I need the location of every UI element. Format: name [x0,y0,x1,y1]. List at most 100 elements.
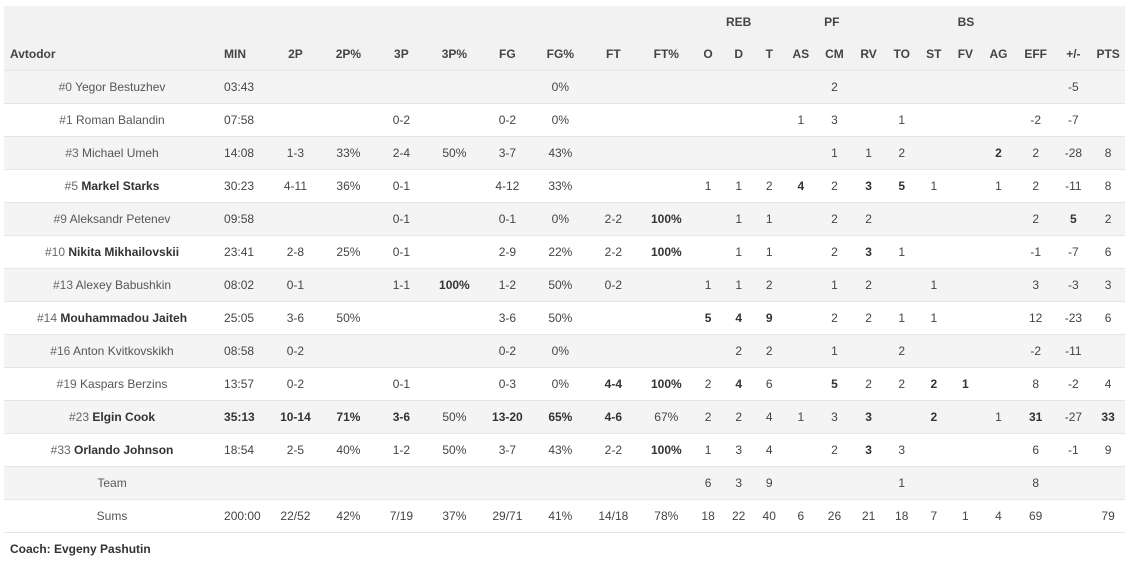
stat-cell-fg: 0-2 [481,104,534,137]
player-name-cell[interactable]: #33 Orlando Johnson [4,434,220,467]
stat-cell-: -2 [1056,368,1092,401]
column-header-as[interactable]: AS [785,38,818,71]
column-header-fv[interactable]: FV [950,38,982,71]
player-name-cell[interactable]: #0 Yegor Bestuzhev [4,71,220,104]
stat-cell-fg: 0% [534,71,587,104]
player-name-cell[interactable]: #1 Roman Balandin [4,104,220,137]
stat-cell-st [918,203,950,236]
player-name-cell[interactable]: #9 Aleksandr Petenev [4,203,220,236]
player-name-cell[interactable]: Team [4,467,220,500]
column-header-o[interactable]: O [693,38,724,71]
stat-cell-fv [950,302,982,335]
stat-cell-cm: 2 [817,302,852,335]
player-name-cell[interactable]: #13 Alexey Babushkin [4,269,220,302]
stat-cell-3p [428,302,481,335]
stat-cell-ft: 100% [640,203,693,236]
stat-cell-st: 2 [918,401,950,434]
column-header-ft[interactable]: FT [587,38,640,71]
player-name-cell[interactable]: #19 Kaspars Berzins [4,368,220,401]
stat-cell-fg: 29/71 [481,500,534,533]
player-name-cell[interactable]: #10 Nikita Mikhailovskii [4,236,220,269]
stat-cell- [1056,467,1092,500]
stat-cell-d: 3 [723,434,754,467]
stat-cell-2p [322,335,375,368]
player-name: Michael Umeh [82,146,159,160]
stat-cell-2p [322,203,375,236]
stat-cell-3p: 1-1 [375,269,428,302]
stat-cell-pts [1091,104,1125,137]
column-header-2p[interactable]: 2P [269,38,322,71]
stat-cell-ag: 1 [981,170,1016,203]
player-name-cell[interactable]: #5 Markel Starks [4,170,220,203]
column-header-3p[interactable]: 3P% [428,38,481,71]
column-header-t[interactable]: T [754,38,785,71]
stat-cell-ft [587,137,640,170]
stat-cell-o: 2 [693,401,724,434]
team-name-header[interactable]: Avtodor [4,38,220,71]
stat-cell-ag [981,236,1016,269]
stat-cell-d: 2 [723,335,754,368]
stat-cell-as: 4 [785,170,818,203]
player-name-cell[interactable]: #3 Michael Umeh [4,137,220,170]
stat-cell-d: 1 [723,170,754,203]
column-header-fg[interactable]: FG% [534,38,587,71]
stat-cell-fv [950,269,982,302]
column-header-d[interactable]: D [723,38,754,71]
player-name-cell[interactable]: Sums [4,500,220,533]
stat-cell-min: 23:41 [220,236,269,269]
stat-cell-2p: 25% [322,236,375,269]
stat-cell-o [693,335,724,368]
stat-cell-2p: 10-14 [269,401,322,434]
stat-cell-d: 1 [723,203,754,236]
stat-cell-ft [640,170,693,203]
stat-cell-fv [950,203,982,236]
stat-cell-2p [269,203,322,236]
stat-cell-o [693,104,724,137]
column-header-to[interactable]: TO [885,38,918,71]
player-name-cell[interactable]: #16 Anton Kvitkovskikh [4,335,220,368]
stat-cell-to: 1 [885,236,918,269]
column-group-row: REB PF BS [4,6,1125,38]
stat-cell-min: 25:05 [220,302,269,335]
stat-cell-eff: 2 [1016,203,1056,236]
stat-cell-ft [587,170,640,203]
stat-cell-st: 1 [918,302,950,335]
column-header-rv[interactable]: RV [852,38,886,71]
column-header-2p[interactable]: 2P% [322,38,375,71]
column-header-eff[interactable]: EFF [1016,38,1056,71]
stat-cell-cm [817,467,852,500]
column-header-ft[interactable]: FT% [640,38,693,71]
stat-cell-fg: 1-2 [481,269,534,302]
stat-cell-2p [269,71,322,104]
stat-cell-t: 1 [754,236,785,269]
column-header-3p[interactable]: 3P [375,38,428,71]
stat-cell-d: 2 [723,401,754,434]
column-header-ag[interactable]: AG [981,38,1016,71]
column-header-fg[interactable]: FG [481,38,534,71]
column-header-[interactable]: +/- [1056,38,1092,71]
column-header-st[interactable]: ST [918,38,950,71]
column-header-min[interactable]: MIN [220,38,269,71]
stat-cell-st [918,104,950,137]
column-header-cm[interactable]: CM [817,38,852,71]
stat-cell-min: 03:43 [220,71,269,104]
stat-cell-2p: 42% [322,500,375,533]
stat-cell-: -11 [1056,170,1092,203]
stat-cell-ag [981,269,1016,302]
player-name-cell[interactable]: #23 Elgin Cook [4,401,220,434]
stat-cell-rv: 2 [852,203,886,236]
stat-cell-st: 1 [918,269,950,302]
stat-cell-ft [640,137,693,170]
stat-cell-t: 9 [754,467,785,500]
stat-cell-fg: 3-6 [481,302,534,335]
player-name-cell[interactable]: #14 Mouhammadou Jaiteh [4,302,220,335]
stat-cell-3p [428,368,481,401]
stat-cell-rv: 2 [852,269,886,302]
stat-cell-pts [1091,335,1125,368]
stat-cell-o [693,236,724,269]
column-header-pts[interactable]: PTS [1091,38,1125,71]
